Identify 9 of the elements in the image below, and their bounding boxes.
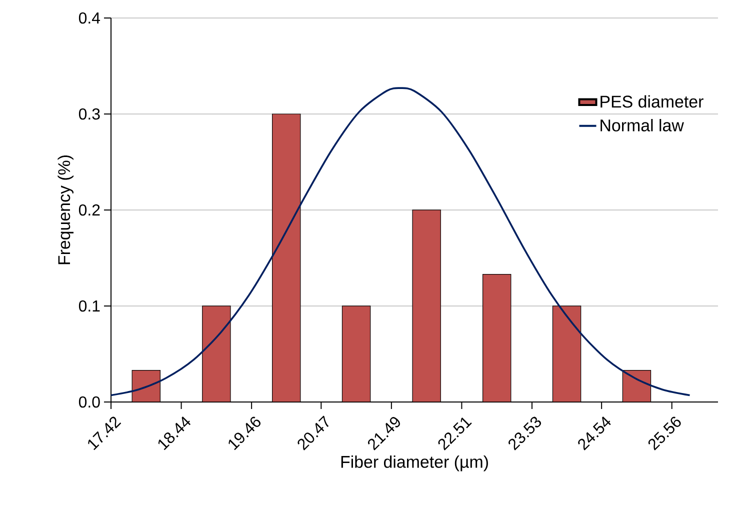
- y-tick-label: 0.3: [78, 108, 100, 120]
- y-tick-label: 0.1: [78, 300, 100, 312]
- y-tick-label: 0.4: [78, 12, 100, 24]
- y-tick-label: 0.2: [78, 204, 100, 216]
- x-axis-title: Fiber diameter (µm): [341, 455, 488, 472]
- legend-label: Normal law: [600, 118, 684, 132]
- legend-label: PES diameter: [600, 95, 704, 108]
- y-tick-label: 0.0: [78, 396, 100, 408]
- y-axis-title: Frequency (%): [58, 156, 74, 264]
